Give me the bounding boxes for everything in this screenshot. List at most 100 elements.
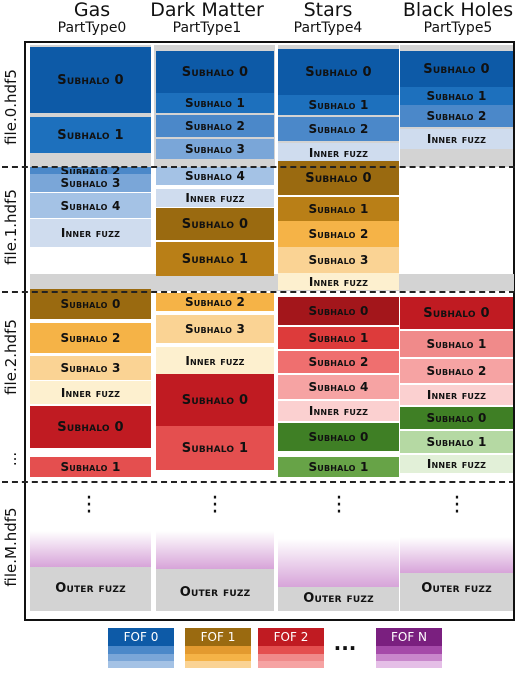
- subhalo-block: Inner fuzz: [30, 219, 151, 247]
- outer-fuzz-label: Outer fuzz: [179, 584, 251, 600]
- fof-n-gradient: [30, 531, 151, 567]
- subhalo-block: Inner fuzz: [30, 381, 151, 404]
- subhalo-block: Subhalo 0: [156, 51, 274, 93]
- subhalo-block: Inner fuzz: [156, 189, 274, 207]
- header-stars: Stars PartType4: [276, 0, 380, 36]
- outer-fuzz-label: Outer fuzz: [303, 590, 374, 606]
- legend-swatch-fof: FOF 2: [258, 628, 324, 668]
- subhalo-block: Subhalo 2: [278, 117, 399, 141]
- subhalo-block: Subhalo 2: [156, 115, 274, 137]
- legend-shade: [376, 628, 442, 646]
- legend-shade: [258, 628, 324, 646]
- subhalo-block: Subhalo 0: [30, 406, 151, 448]
- subhalo-block: Subhalo 1: [400, 331, 513, 357]
- subhalo-block: Inner fuzz: [278, 401, 399, 421]
- header-subtitle: PartType1: [172, 20, 242, 36]
- subhalo-block: Subhalo 2: [278, 351, 399, 373]
- subhalo-block: Subhalo 4: [30, 193, 151, 218]
- file-label-1: file.1.hdf5: [2, 189, 20, 265]
- header-title: Dark Matter: [150, 0, 264, 21]
- file-label-ellipsis: ...: [2, 451, 20, 467]
- header-subtitle: PartType4: [293, 20, 363, 36]
- subhalo-block: Subhalo 4: [278, 375, 399, 399]
- subhalo-block: Subhalo 2: [30, 323, 151, 353]
- continuation-dots: · · ·: [211, 486, 219, 525]
- subhalo-block: Subhalo 0: [400, 51, 513, 87]
- legend-ellipsis: ...: [333, 631, 357, 655]
- subhalo-block: Subhalo 3: [30, 356, 151, 380]
- legend-shade: [185, 661, 251, 668]
- subhalo-block: Subhalo 4: [156, 167, 274, 185]
- subhalo-block: Inner fuzz: [156, 347, 274, 374]
- file-label-2: file.2.hdf5: [2, 319, 20, 395]
- file-layout-frame: Subhalo 0 Subhalo 1 Subhalo 2 Subhalo 3 Subh…: [2, 41, 515, 621]
- subhalo-block: Subhalo 1: [30, 457, 151, 477]
- subhalo-block: Subhalo 3: [30, 174, 151, 192]
- subhalo-block: Subhalo 0: [400, 297, 513, 329]
- legend-shade: [108, 628, 174, 646]
- subhalo-block: Subhalo 0: [156, 208, 274, 240]
- legend-shade: [258, 654, 324, 661]
- subhalo-block: Subhalo 1: [278, 197, 399, 221]
- legend-shade: [258, 646, 324, 654]
- subhalo-block: Subhalo 2: [278, 221, 399, 247]
- header-gas: Gas PartType0: [40, 0, 144, 36]
- subhalo-block: Subhalo 2: [400, 105, 513, 127]
- legend-swatch-fof: FOF 1: [185, 628, 251, 668]
- legend-shade: [108, 646, 174, 654]
- legend-shade: [258, 661, 324, 668]
- fof-n-gradient: [156, 531, 274, 569]
- subhalo-block: Inner fuzz: [278, 143, 399, 163]
- fof-n-gradient: [278, 539, 399, 587]
- legend-shade: [108, 654, 174, 661]
- subhalo-block: Subhalo 0: [278, 423, 399, 451]
- subhalo-block: Subhalo 0: [278, 297, 399, 325]
- header-title: Stars: [303, 0, 353, 21]
- subhalo-block: Subhalo 2: [400, 359, 513, 383]
- subhalo-block: Subhalo 2: [156, 293, 274, 311]
- legend-shade: [185, 646, 251, 654]
- subhalo-block: Subhalo 1: [30, 117, 151, 153]
- continuation-dots: · · ·: [453, 486, 461, 525]
- subhalo-block: Subhalo 0: [278, 49, 399, 95]
- subhalo-block: Inner fuzz: [278, 273, 399, 290]
- header-dark-matter: Dark Matter PartType1: [148, 0, 266, 36]
- legend-shade: [376, 646, 442, 654]
- legend-label: FOF 2: [273, 630, 309, 644]
- subhalo-block: Subhalo 1: [156, 93, 274, 113]
- legend-shade: [185, 654, 251, 661]
- file-separator: [2, 481, 515, 483]
- outer-fuzz-label: Outer fuzz: [421, 580, 492, 596]
- file-separator: [2, 291, 515, 293]
- subhalo-block: Inner fuzz: [400, 129, 513, 149]
- subhalo-block: Subhalo 1: [400, 431, 513, 453]
- subhalo-block: Subhalo 3: [156, 139, 274, 159]
- subhalo-block: Subhalo 0: [156, 374, 274, 426]
- continuation-dots: · · ·: [335, 486, 343, 525]
- continuation-dots: · · ·: [85, 486, 93, 525]
- legend-swatch-fof: FOF 0: [108, 628, 174, 668]
- fof-n-gradient: [400, 537, 513, 573]
- subhalo-block: Inner fuzz: [400, 455, 513, 473]
- subhalo-block: Subhalo 1: [156, 426, 274, 470]
- subhalo-block: Inner fuzz: [400, 385, 513, 405]
- subhalo-block: Subhalo 1: [400, 87, 513, 105]
- subhalo-block: Subhalo 0: [30, 289, 151, 319]
- file-label-0: file.0.hdf5: [2, 69, 20, 145]
- subhalo-block: Subhalo 0: [30, 47, 151, 113]
- subhalo-block: Subhalo 1: [278, 457, 399, 477]
- header-subtitle: PartType5: [423, 20, 493, 36]
- legend-shade: [376, 661, 442, 668]
- file-label-m: file.M.hdf5: [2, 507, 20, 587]
- subhalo-block: Subhalo 1: [278, 327, 399, 349]
- header-title: Gas: [73, 0, 111, 21]
- header-black-holes: Black Holes PartType5: [396, 0, 520, 36]
- subhalo-block: Subhalo 1: [156, 242, 274, 276]
- subhalo-block: Subhalo 3: [278, 247, 399, 273]
- file-separator: [2, 166, 515, 168]
- legend-swatch-fof: FOF N: [376, 628, 442, 668]
- legend-label: FOF 0: [123, 630, 159, 644]
- subhalo-block: Subhalo 0: [400, 407, 513, 429]
- legend-shade: [108, 661, 174, 668]
- legend-label: FOF N: [390, 630, 428, 644]
